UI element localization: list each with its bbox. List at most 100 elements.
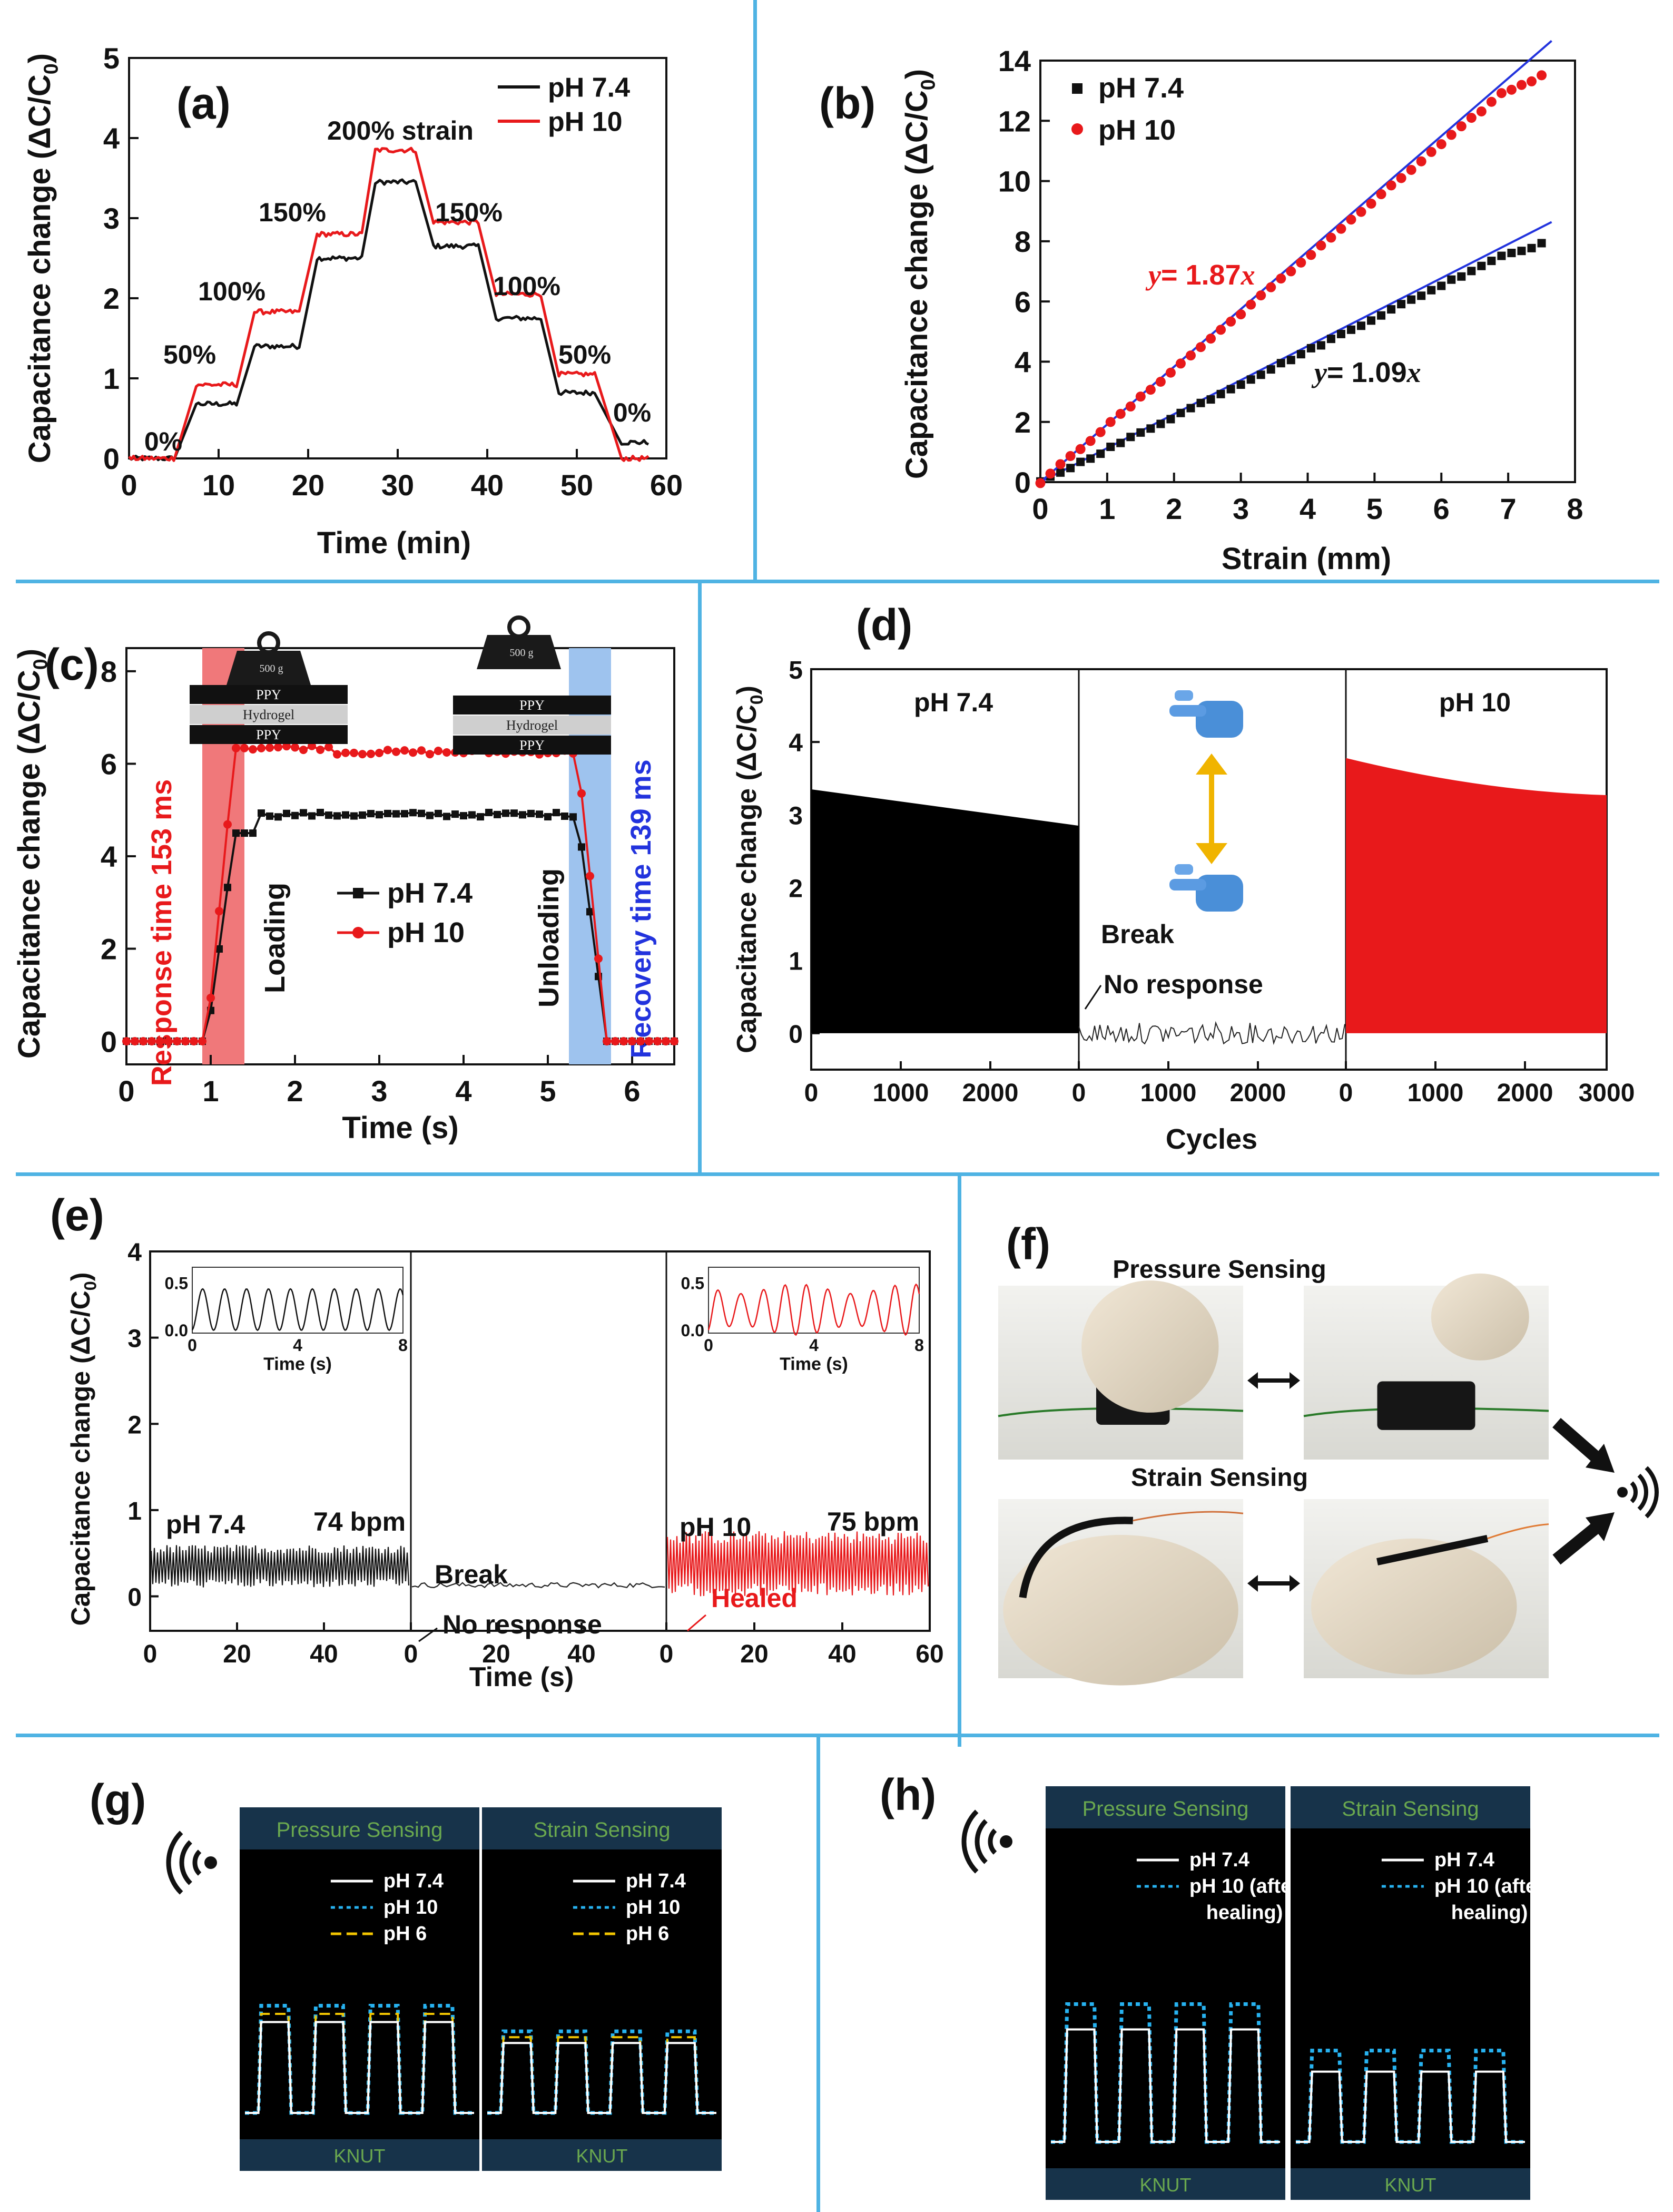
bend-arrow-head (1196, 753, 1227, 775)
data-point-ph74 (1367, 316, 1376, 325)
inset-y-tick: 0.5 (165, 1274, 188, 1293)
data-point-ph10 (1065, 451, 1076, 462)
y-label-sub: 0 (40, 63, 62, 74)
wireless-wave (166, 1831, 183, 1895)
data-point-ph74 (502, 809, 509, 817)
y-label-close: ) (732, 686, 762, 694)
rate-label: 75 bpm (827, 1507, 919, 1536)
data-point-ph74 (1266, 365, 1275, 374)
data-point-ph74 (586, 908, 594, 916)
data-point-ph10 (1386, 180, 1396, 191)
legend-label: pH 10 (387, 917, 465, 948)
data-point-ph10 (1075, 444, 1086, 454)
section-label: pH 7.4 (166, 1510, 245, 1539)
divider-mid-vertical (698, 580, 702, 1175)
y-tick-label: 1 (789, 948, 803, 976)
fit-line (1039, 40, 1552, 483)
data-point-ph74 (418, 809, 425, 817)
y-label-symbol: (ΔC/C (900, 90, 934, 175)
data-point-ph10 (198, 1037, 206, 1046)
data-point-ph10 (1306, 250, 1316, 260)
data-point-ph74 (401, 810, 408, 818)
data-point-ph10 (594, 954, 603, 963)
strain-annotation: 0% (144, 427, 182, 456)
data-point-ph74 (1407, 295, 1416, 304)
data-point-ph74 (350, 812, 358, 820)
screen-g-pressure: Pressure Sensing KNUT pH 7.4 pH 10 pH 6 (240, 1807, 479, 2171)
inset-x-label: Time (s) (780, 1354, 848, 1374)
data-point-ph74 (317, 808, 324, 816)
loading-label: Loading (259, 883, 291, 993)
data-point-ph74 (283, 809, 290, 817)
y-tick-label: 3 (103, 202, 120, 235)
screen-h-strain: Strain Sensing KNUT pH 7.4 pH 10 (after heal… (1291, 1786, 1544, 2200)
panel-label: (e) (50, 1190, 104, 1240)
x-tick-label: 5 (539, 1074, 556, 1108)
legend-label: pH 7.4 (1098, 72, 1184, 104)
inset-x-tick: 8 (398, 1336, 408, 1355)
data-point-ph74 (325, 811, 332, 819)
legend: pH 7.4 pH 10 (498, 73, 630, 138)
noise-trace (1078, 1021, 1345, 1045)
y-tick-label: 6 (101, 748, 117, 781)
data-point-ph74 (1236, 380, 1245, 389)
data-point-ph10 (206, 993, 215, 1002)
data-point-ph10 (1316, 240, 1326, 251)
data-point-ph74 (241, 829, 248, 837)
healed-arrow (687, 1614, 706, 1632)
data-point-ph10 (358, 750, 367, 759)
data-point-ph10 (156, 1037, 164, 1046)
panel-label: (b) (819, 79, 875, 128)
data-point-ph10 (1095, 427, 1106, 437)
screen-bg (240, 1807, 479, 2171)
y-tick-label: 0 (101, 1025, 117, 1058)
legend-label: pH 7.4 (548, 73, 630, 103)
x-tick-label: 1 (1099, 492, 1115, 525)
data-point-ph10 (1476, 106, 1487, 116)
x-tick-label: 0 (121, 468, 137, 502)
data-point-ph10 (1226, 316, 1236, 327)
data-point-ph74 (1276, 359, 1285, 368)
x-tick-label: 2000 (962, 1079, 1019, 1107)
data-point-ph74 (1256, 370, 1265, 379)
wireless-wave (975, 1819, 988, 1864)
data-point-ph74 (274, 813, 282, 821)
data-point-ph74 (1357, 321, 1365, 330)
screen-trace (1051, 2028, 1280, 2143)
screen-trace (1296, 2070, 1525, 2143)
fit-y: y (1311, 357, 1327, 388)
weight-label: 500 g (260, 663, 283, 674)
layer-rect (453, 696, 611, 715)
strain-annotation: 50% (163, 340, 216, 369)
x-tick-label: 0 (804, 1079, 819, 1107)
data-point-ph74 (333, 812, 341, 820)
data-point-ph74 (485, 808, 493, 816)
strain-annotation: 200% strain (327, 116, 474, 145)
layer-label: PPY (519, 738, 545, 753)
data-point-ph74 (1517, 247, 1526, 256)
data-point-ph10 (131, 1037, 139, 1046)
y-tick-label: 4 (127, 1239, 142, 1267)
data-point-ph74 (359, 811, 366, 819)
data-point-ph10 (383, 746, 392, 755)
data-point-ph10 (147, 1037, 156, 1046)
x-axis-label: Strain (mm) (1222, 542, 1391, 576)
data-point-ph74 (342, 811, 349, 819)
series-line-ph74 (126, 811, 674, 1043)
photo-straight (1304, 1499, 1549, 1678)
data-point-ph74 (544, 813, 552, 821)
data-point-ph74 (1397, 300, 1406, 309)
data-point-ph10 (223, 820, 232, 829)
panel-label: (h) (880, 1770, 936, 1819)
data-point-ph10 (367, 749, 375, 758)
data-point-ph74 (376, 811, 383, 819)
data-point-ph74 (1477, 261, 1486, 270)
y-tick-label: 12 (998, 104, 1031, 138)
screen-footer-label: KNUT (576, 2145, 628, 2167)
break-label: Break (435, 1560, 508, 1589)
data-point-ph10 (291, 743, 299, 752)
x-tick-label: 0 (1339, 1079, 1353, 1107)
weight-label: 500 g (510, 647, 534, 659)
data-point-ph10 (1537, 70, 1547, 81)
